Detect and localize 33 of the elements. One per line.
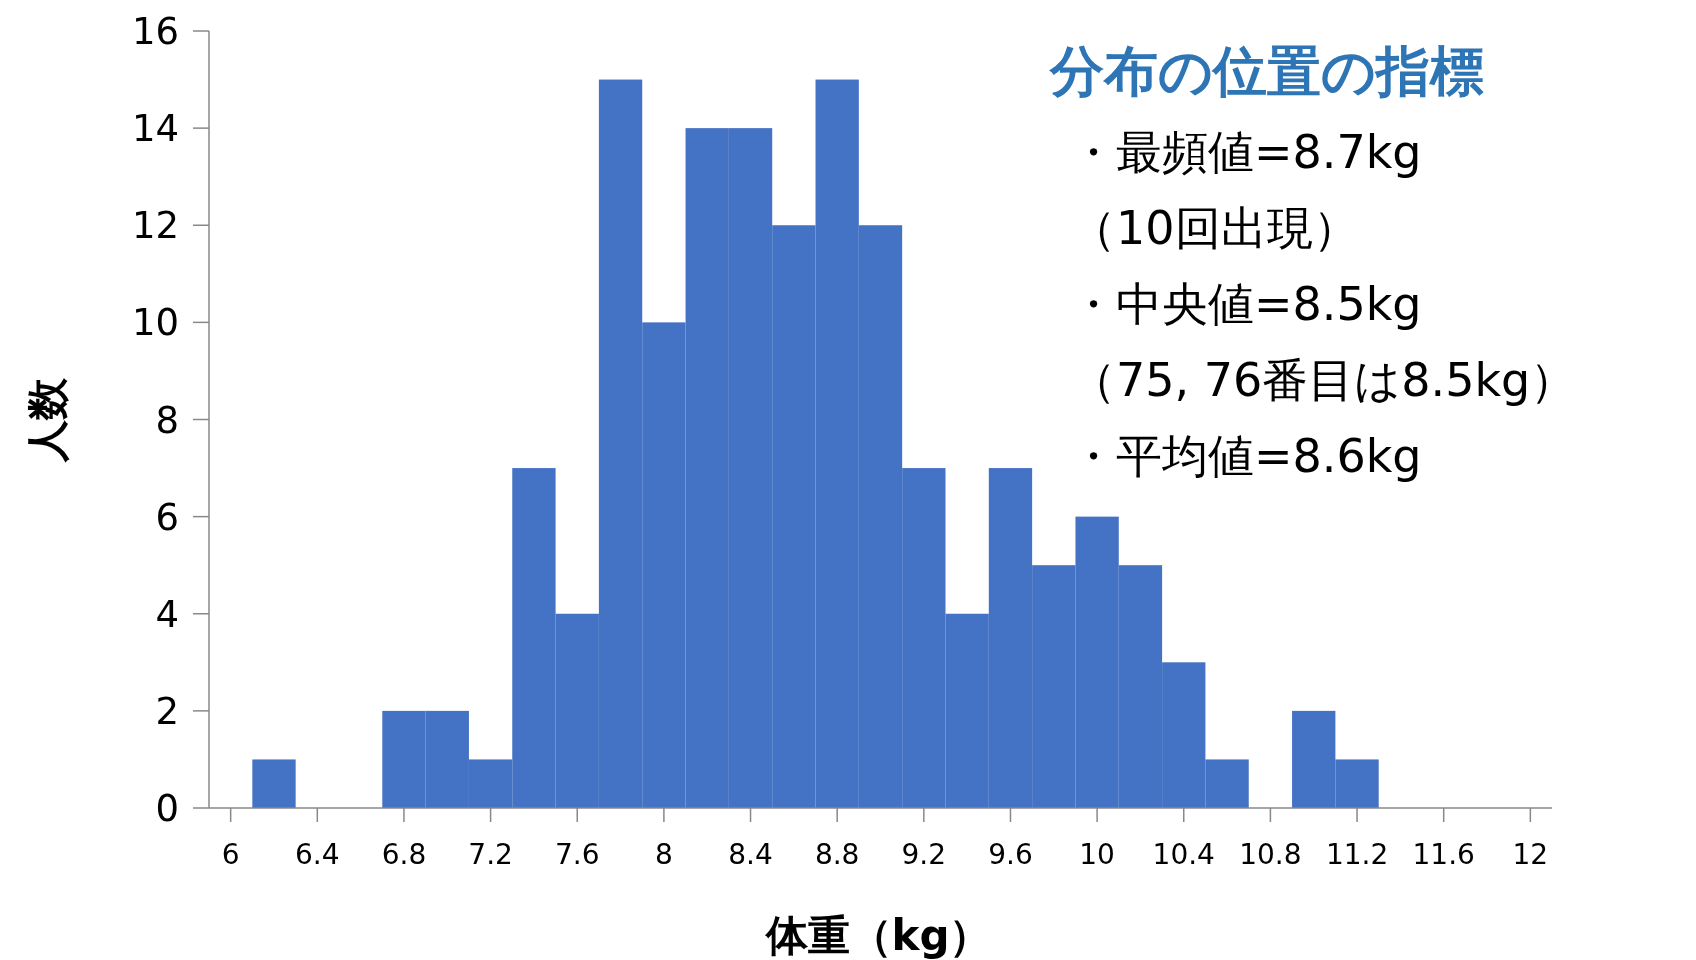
x-tick-label: 12 <box>1512 838 1549 871</box>
x-tick-label: 10 <box>1079 838 1115 871</box>
annotation: （10回出現） <box>1070 201 1359 255</box>
chart-title: 分布の位置の指標 <box>1048 40 1484 103</box>
annotation: ・中央値=8.5kg <box>1070 277 1422 331</box>
y-tick-label: 12 <box>131 204 179 248</box>
x-tick-label: 7.6 <box>554 838 600 871</box>
y-tick-label: 16 <box>131 10 179 53</box>
x-tick-label: 11.2 <box>1325 838 1389 871</box>
y-tick-label: 6 <box>155 495 179 539</box>
x-tick-label: 10.8 <box>1239 838 1302 871</box>
y-tick-label: 0 <box>155 787 179 830</box>
annotation: ・最頻値=8.7kg <box>1070 125 1422 179</box>
x-tick-label: 10.4 <box>1152 838 1215 871</box>
annotation: ・平均値=8.6kg <box>1070 429 1422 483</box>
x-tick-label: 6 <box>221 838 240 871</box>
annotation: （75, 76番目は8.5kg） <box>1070 353 1577 407</box>
y-tick-label: 2 <box>155 689 179 733</box>
x-axis-title: 体重（kg） <box>763 911 992 960</box>
y-tick-label: 10 <box>131 301 179 345</box>
x-tick-label: 9.2 <box>901 838 947 871</box>
x-tick-label: 9.6 <box>988 838 1033 871</box>
x-tick-label: 8.4 <box>728 838 773 871</box>
x-tick-label: 11.6 <box>1412 838 1475 871</box>
x-tick-label: 8 <box>654 838 673 871</box>
x-tick-label: 8.8 <box>814 838 860 871</box>
x-tick-label: 7.2 <box>468 838 513 871</box>
y-tick-label: 4 <box>155 592 179 636</box>
x-tick-label: 6.4 <box>295 838 340 871</box>
y-tick-label: 14 <box>131 107 179 151</box>
x-tick-label: 6.8 <box>381 838 427 871</box>
y-tick-label: 8 <box>155 398 179 442</box>
y-axis-title: 人数 <box>23 376 72 463</box>
